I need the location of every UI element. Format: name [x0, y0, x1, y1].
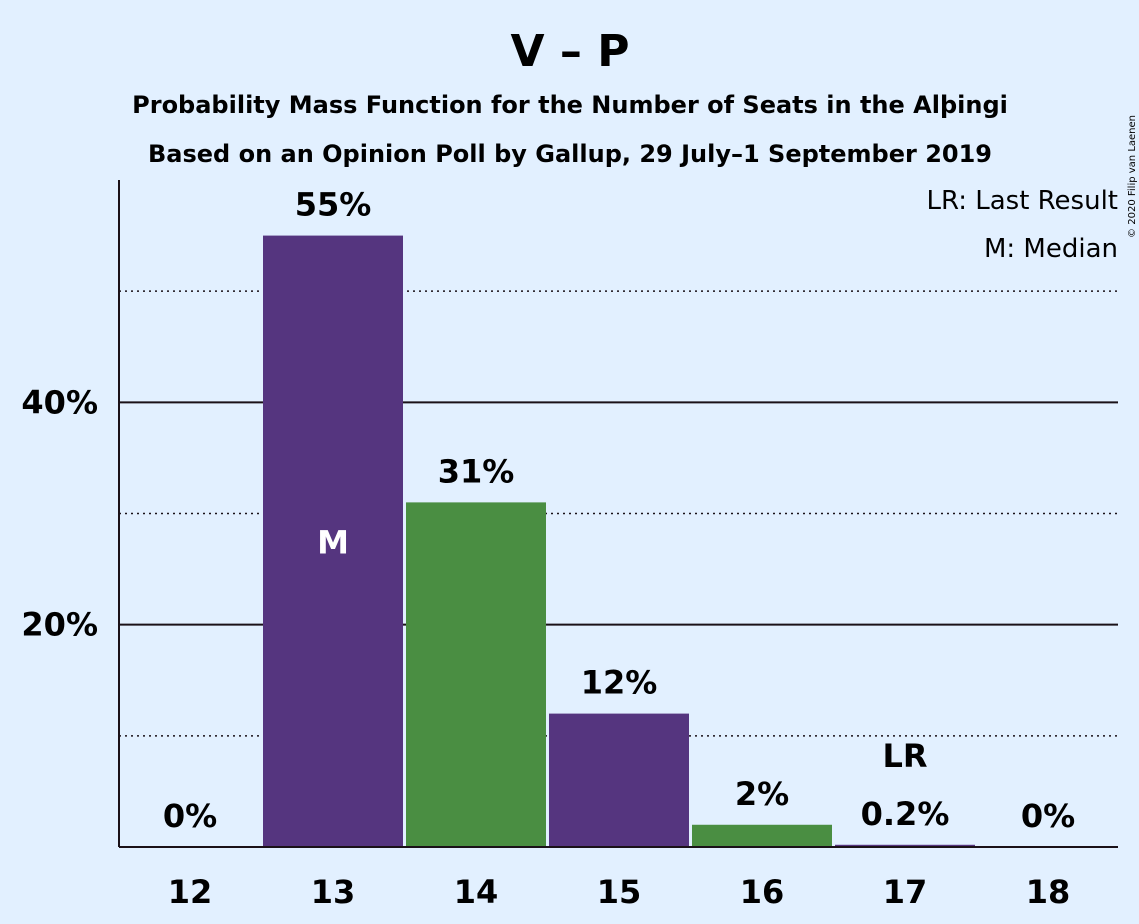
median-marker: M [317, 523, 349, 561]
x-tick-label: 12 [168, 873, 213, 911]
bar-16 [692, 824, 832, 847]
x-tick-label: 17 [883, 873, 928, 911]
chart-subtitle-2: Based on an Opinion Poll by Gallup, 29 J… [148, 140, 992, 168]
x-tick-label: 14 [454, 873, 499, 911]
legend-last-result: LR: Last Result [926, 186, 1118, 216]
bar-value-label: 2% [735, 775, 789, 813]
bar-value-label: 12% [581, 664, 658, 702]
x-tick-label: 13 [311, 873, 356, 911]
x-tick-label: 18 [1026, 873, 1071, 911]
x-tick-label: 15 [597, 873, 642, 911]
x-tick-label: 16 [740, 873, 785, 911]
copyright-note: © 2020 Filip van Laenen [1127, 115, 1138, 238]
bar-15 [549, 713, 689, 847]
bar-value-label: 0% [1021, 797, 1075, 835]
bar-13 [263, 235, 403, 848]
chart-subtitle-1: Probability Mass Function for the Number… [132, 91, 1008, 119]
y-tick-label: 40% [21, 383, 98, 421]
bar-value-label: 31% [438, 452, 515, 490]
y-tick-label: 20% [21, 606, 98, 644]
bar-value-label: 55% [295, 186, 372, 224]
legend-median: M: Median [984, 234, 1118, 264]
bar-value-label: 0.2% [861, 795, 950, 833]
bar-value-label: 0% [163, 797, 217, 835]
bars [263, 235, 975, 848]
last-result-marker: LR [882, 737, 927, 775]
bar-14 [406, 502, 546, 847]
bar-17 [835, 844, 975, 847]
labels: 20% 40% 0% 12 55% M 13 31% 14 12% 15 2% 16 0.2% LR 17 0%… [21, 180, 1118, 911]
chart-title: V – P [511, 26, 630, 77]
